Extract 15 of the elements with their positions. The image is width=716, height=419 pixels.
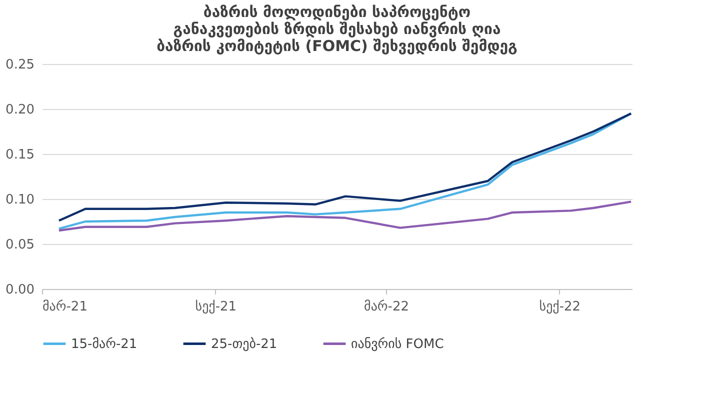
- y-tick-label: 0.15: [6, 148, 34, 162]
- y-tick-label: 0.10: [6, 192, 34, 208]
- line-series: [58, 200, 632, 232]
- legend-label: 15-მარ-21: [71, 336, 138, 352]
- y-tick-label: 0.05: [6, 238, 34, 252]
- y-tick-label: 0.20: [6, 102, 34, 118]
- x-tick-label: სექ-22: [539, 300, 581, 314]
- y-tick-label: 0.00: [6, 282, 34, 298]
- x-tick-label: მარ-22: [364, 300, 409, 314]
- legend-label: იანვრის FOMC: [351, 336, 444, 352]
- legend-label: 25-თებ-21: [211, 336, 278, 352]
- x-tick-label: მარ-21: [42, 300, 88, 314]
- chart-title: ბაზრის მოლოდინები საპროცენტო განაკვეთების ზრდის შესახებ იანვრის ღია ბაზრის კომიტეტის (FOMC) შეხვედრის შემდეგ: [156, 3, 518, 55]
- y-tick-label: 0.25: [6, 58, 34, 72]
- x-tick-label: სექ-21: [195, 300, 237, 314]
